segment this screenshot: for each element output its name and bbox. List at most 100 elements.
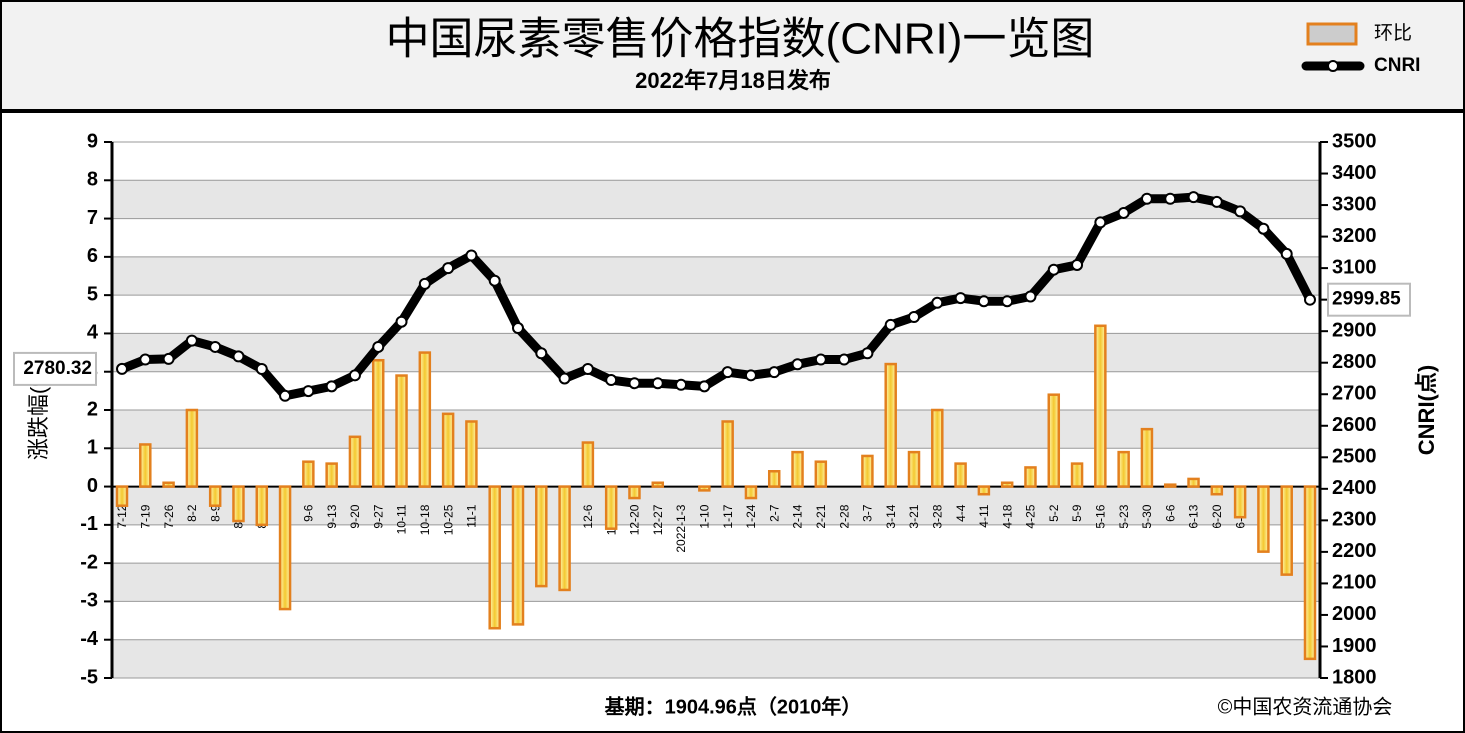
x-tick-label: 2022-1-3 <box>674 504 688 552</box>
plot-band <box>112 639 1320 678</box>
line-point <box>348 369 361 382</box>
x-tick-label: 9-27 <box>371 504 385 528</box>
bar <box>371 358 385 488</box>
line-point <box>954 292 967 305</box>
plot-band <box>112 295 1320 334</box>
line-point <box>372 340 385 353</box>
x-tick-label: 10-11 <box>395 504 409 534</box>
y2-tick-label: 2600 <box>1332 414 1377 436</box>
x-tick-label: 1-24 <box>744 504 758 528</box>
x-tick-label: 1-10 <box>698 504 712 528</box>
bar <box>1047 393 1061 488</box>
line-point <box>1140 192 1153 205</box>
line-point <box>931 296 944 309</box>
line-point <box>139 353 152 366</box>
value-label-box <box>13 351 97 386</box>
y2-tick-label: 2000 <box>1332 603 1377 625</box>
plot-band <box>112 601 1320 640</box>
line-point <box>1304 293 1316 306</box>
plot-band <box>112 218 1320 257</box>
bar <box>721 420 734 488</box>
y2-tick-label: 2100 <box>1332 572 1377 594</box>
x-tick-label: 12-27 <box>651 504 665 535</box>
legend-label: 环比 <box>1374 22 1412 44</box>
line-point <box>302 385 315 398</box>
line-point <box>395 315 408 328</box>
bar <box>1233 485 1247 519</box>
value-label: 2999.85 <box>1332 289 1401 310</box>
line-point <box>255 363 268 376</box>
x-tick-label: 12-20 <box>628 504 642 535</box>
line-point <box>605 374 618 387</box>
line-point <box>418 277 431 290</box>
line-point <box>861 347 874 360</box>
line-point <box>838 353 851 366</box>
line-point <box>185 334 198 347</box>
line-point <box>581 363 594 376</box>
x-tick-label: 4-18 <box>1000 504 1014 528</box>
bar <box>931 408 944 488</box>
bar <box>628 485 641 500</box>
x-tick-label: 6-20 <box>1210 504 1224 528</box>
x-tick-label: 3-21 <box>907 504 921 528</box>
value-label-box <box>1327 282 1411 317</box>
bar <box>651 481 665 488</box>
y-tick-label: -4 <box>80 628 99 650</box>
line-point <box>768 366 781 379</box>
bar <box>208 485 222 507</box>
line-point <box>232 350 245 363</box>
line-point <box>1024 290 1037 303</box>
line-point <box>651 377 664 390</box>
plot-band <box>112 142 1320 181</box>
bar <box>488 485 501 630</box>
x-tick-label: 11-1 <box>465 504 479 527</box>
footnote: 基期：1904.96点（2010年） <box>605 694 862 718</box>
x-tick-label: 2-14 <box>791 504 805 528</box>
x-tick-label: 10-25 <box>441 504 455 535</box>
plot-band <box>112 563 1320 602</box>
bar <box>884 362 897 488</box>
bar <box>325 462 338 488</box>
line-point <box>1210 195 1223 208</box>
y2-tick-label: 2700 <box>1332 383 1377 405</box>
bar <box>465 420 478 488</box>
x-tick-label: 4-11 <box>977 504 991 527</box>
line-point <box>675 378 688 391</box>
bar <box>115 485 129 507</box>
x-tick-label: 2-7 <box>767 504 781 522</box>
legend-label: CNRI <box>1374 55 1420 76</box>
x-tick-label: 12-6 <box>581 504 595 528</box>
y-tick-label: -5 <box>80 666 98 688</box>
bar <box>1163 483 1177 488</box>
plot-band <box>112 524 1320 564</box>
line-point <box>1280 247 1293 260</box>
chart-title: 中国尿素零售价格指数(CNRI)一览图 <box>386 15 1095 64</box>
x-tick-label: 1-17 <box>721 504 735 528</box>
line-point <box>488 274 501 287</box>
bar <box>1140 427 1154 488</box>
x-tick-label: 9-20 <box>348 504 362 528</box>
legend-swatch <box>1306 22 1358 46</box>
y-tick-label: 9 <box>87 130 98 152</box>
x-tick-label: 5-2 <box>1047 504 1061 522</box>
legend: 环比 CNRI <box>1301 22 1420 76</box>
plot-band <box>112 486 1320 525</box>
bar <box>1303 485 1317 661</box>
y-tick-label: 1 <box>87 437 98 459</box>
y-tick-label: 8 <box>87 169 98 191</box>
line-point <box>162 352 175 365</box>
bar <box>278 485 292 611</box>
line-point <box>1094 216 1107 229</box>
bar <box>1280 485 1293 576</box>
x-tick-label: 3-28 <box>930 504 944 528</box>
x-tick-label: 6-6 <box>1163 504 1177 522</box>
x-tick-label: 3-7 <box>861 504 875 522</box>
x-tick-label: 5-16 <box>1094 504 1108 528</box>
y2-tick-label: 3100 <box>1332 256 1377 278</box>
bar <box>1070 462 1084 488</box>
y-tick-label: -1 <box>80 513 98 535</box>
y2-tick-label: 2200 <box>1332 540 1377 562</box>
x-tick-label: 4-25 <box>1024 504 1038 528</box>
plot-band <box>112 410 1320 449</box>
